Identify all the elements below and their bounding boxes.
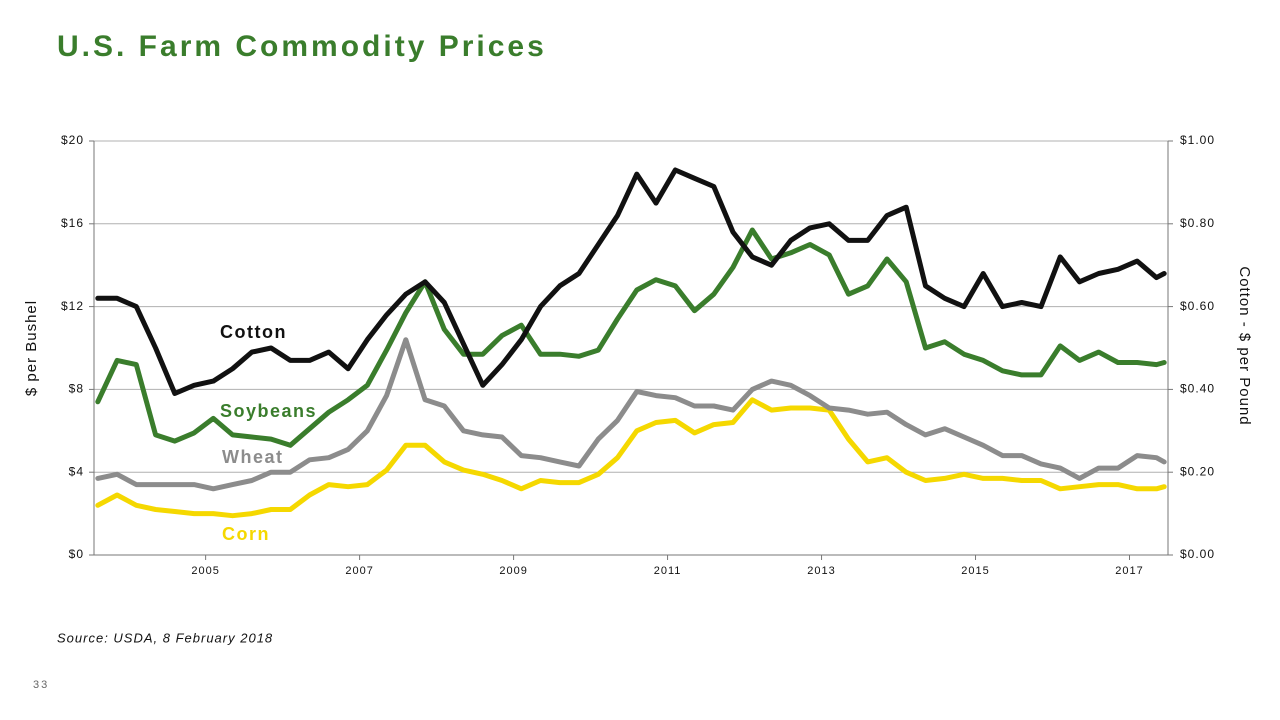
y2-tick-label: $0.20 — [1180, 464, 1215, 478]
y-tick-label: $16 — [61, 216, 84, 230]
x-tick-label: 2013 — [807, 565, 835, 577]
series-label: Soybeans — [220, 401, 317, 421]
y-tick-label: $8 — [69, 382, 84, 396]
x-tick-label: 2007 — [345, 565, 373, 577]
series-line — [95, 227, 1167, 448]
series-line — [95, 337, 1167, 492]
x-tick-label: 2005 — [191, 565, 219, 577]
chart-title: U.S. Farm Commodity Prices — [57, 30, 547, 63]
y2-tick-label: $0.60 — [1180, 299, 1215, 313]
x-tick-label: 2017 — [1115, 565, 1143, 577]
y-tick-label: $12 — [61, 299, 84, 313]
series-line — [95, 167, 1167, 396]
series-label: Corn — [222, 524, 270, 544]
y-tick-label: $20 — [61, 133, 84, 147]
series-label: Cotton — [220, 322, 287, 342]
source-note: Source: USDA, 8 February 2018 — [57, 630, 273, 645]
series-line — [95, 397, 1167, 519]
y2-tick-label: $0.80 — [1180, 216, 1215, 230]
x-tick-label: 2009 — [499, 565, 527, 577]
x-tick-label: 2011 — [654, 565, 682, 577]
y-tick-label: $4 — [69, 464, 84, 478]
y2-tick-label: $1.00 — [1180, 133, 1215, 147]
y2-tick-label: $0.00 — [1180, 547, 1215, 561]
y2-axis-label: Cotton - $ per Pound — [1236, 266, 1253, 425]
x-tick-label: 2015 — [961, 565, 989, 577]
series-label: Wheat — [222, 447, 284, 467]
y2-tick-label: $0.40 — [1180, 382, 1215, 396]
page-number: 33 — [33, 679, 49, 691]
y-tick-label: $0 — [69, 547, 84, 561]
y-axis-label: $ per Bushel — [23, 300, 40, 396]
